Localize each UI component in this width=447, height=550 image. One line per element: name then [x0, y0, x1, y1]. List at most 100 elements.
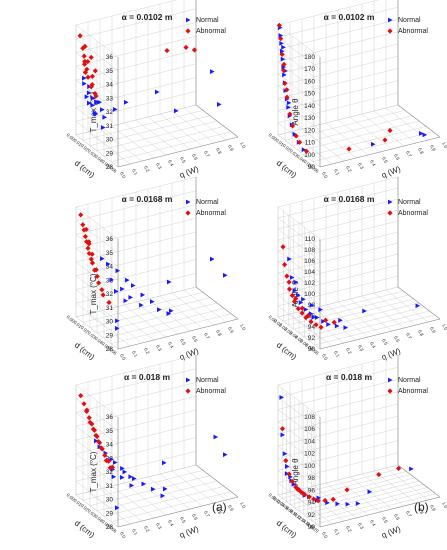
normal-point [109, 277, 114, 283]
z-tick-label: 108 [304, 414, 315, 421]
gridline [373, 470, 417, 504]
q-axis-label: q (W) [178, 346, 200, 362]
axis-edge [397, 286, 441, 320]
z-tick-label: 104 [304, 269, 315, 276]
d-tick-label: 0.03 [87, 508, 97, 518]
q-tick-label: 0.2 [345, 165, 353, 173]
axis-edge [195, 464, 239, 498]
d-tick-label: 0.16 [301, 518, 311, 528]
z-tick-label: 30 [106, 319, 114, 326]
d-tick-label: 0.00 [268, 492, 278, 502]
q-tick-label: 0.9 [429, 144, 437, 152]
axis-edge [319, 318, 441, 350]
normal-point [367, 489, 373, 495]
d-tick-label: 0.00 [66, 314, 76, 324]
z-tick-label: 32 [106, 469, 114, 476]
d-tick-label: 0.04 [289, 330, 299, 340]
abnormal-point [86, 241, 92, 247]
gridline [111, 125, 155, 159]
q-tick-label: 0.6 [393, 513, 401, 521]
gridline [123, 304, 167, 338]
z-tick-label: 28 [106, 346, 114, 353]
normal-point [129, 483, 135, 488]
gridline [337, 301, 381, 335]
gridline [349, 298, 393, 332]
d-tick-label: 0.02 [80, 325, 90, 335]
gridline [301, 128, 345, 162]
z-tick-label: 31 [106, 123, 114, 130]
normal-point [122, 469, 128, 475]
panel-label-a: (a) [212, 500, 227, 514]
abnormal-point [346, 146, 352, 152]
abnormal-point [331, 319, 337, 325]
abnormal-point [109, 464, 115, 470]
q-tick-label: 0.8 [417, 329, 425, 337]
normal-point [115, 505, 120, 511]
normal-point [111, 474, 117, 480]
abnormal-point [88, 256, 94, 262]
abnormal-point [85, 74, 91, 80]
z-tick-label: 92 [308, 512, 316, 519]
z-tick-label: 36 [106, 236, 114, 243]
z-tick-label: 30 [106, 497, 114, 504]
d-tick-label: 0.03 [283, 326, 293, 336]
q-tick-label: 0.4 [167, 519, 175, 527]
gridline [289, 313, 333, 347]
gridline [325, 304, 369, 338]
d-tick-label: 0.06 [108, 524, 118, 534]
z-tick-label: 32 [106, 291, 114, 298]
gridline [313, 485, 357, 519]
z-tick-label: 35 [106, 68, 114, 75]
q-tick-label: 0.8 [417, 507, 425, 515]
abnormal-point [344, 487, 350, 493]
z-tick-label: 102 [304, 280, 315, 287]
gridline [135, 119, 179, 153]
z-tick-label: 28 [106, 164, 114, 171]
normal-point [298, 300, 304, 305]
abnormal-point [183, 44, 189, 51]
normal-point [281, 44, 286, 50]
gridline [159, 113, 203, 147]
abnormal-point [103, 457, 109, 464]
normal-point [87, 100, 92, 106]
abnormal-point [78, 212, 84, 218]
q-tick-label: 1.0 [441, 141, 447, 149]
d-tick-label: 0.14 [297, 515, 307, 525]
z-tick-label: 34 [106, 442, 114, 449]
q-tick-label: 0.2 [143, 525, 151, 533]
gridline [171, 470, 215, 504]
abnormal-point [81, 227, 87, 233]
legend-marker [185, 28, 191, 34]
z-tick-label: 94 [308, 500, 316, 507]
d-tick-label: 0.00 [66, 492, 76, 502]
normal-point [128, 294, 133, 300]
chart-title: α = 0.0168 m [324, 194, 375, 204]
gridline [361, 295, 405, 329]
axis-edge [319, 136, 441, 168]
d-tick-label: 0.10 [289, 508, 299, 518]
normal-point [338, 317, 343, 323]
d-tick-label: 0.06 [108, 346, 118, 356]
d-tick-label: 0.04 [94, 154, 104, 164]
q-axis-label: q (W) [380, 346, 402, 362]
normal-point [106, 261, 111, 267]
normal-point [97, 99, 102, 105]
abnormal-point [85, 58, 91, 65]
normal-point [114, 288, 119, 294]
abnormal-point [96, 280, 102, 286]
z-tick-label: 31 [106, 483, 114, 490]
normal-point [223, 452, 228, 458]
abnormal-point [164, 47, 170, 54]
normal-point [95, 99, 100, 105]
legend-marker [388, 17, 393, 23]
normal-point [101, 125, 106, 130]
normal-point [285, 464, 290, 469]
normal-point [123, 298, 129, 304]
d-tick-label: 0.04 [94, 514, 104, 524]
normal-point [155, 89, 160, 95]
panel-label-b: (b) [414, 500, 429, 514]
legend-label: Normal [398, 199, 421, 206]
normal-point [120, 475, 125, 480]
gridline [361, 113, 405, 147]
normal-point [86, 90, 92, 96]
